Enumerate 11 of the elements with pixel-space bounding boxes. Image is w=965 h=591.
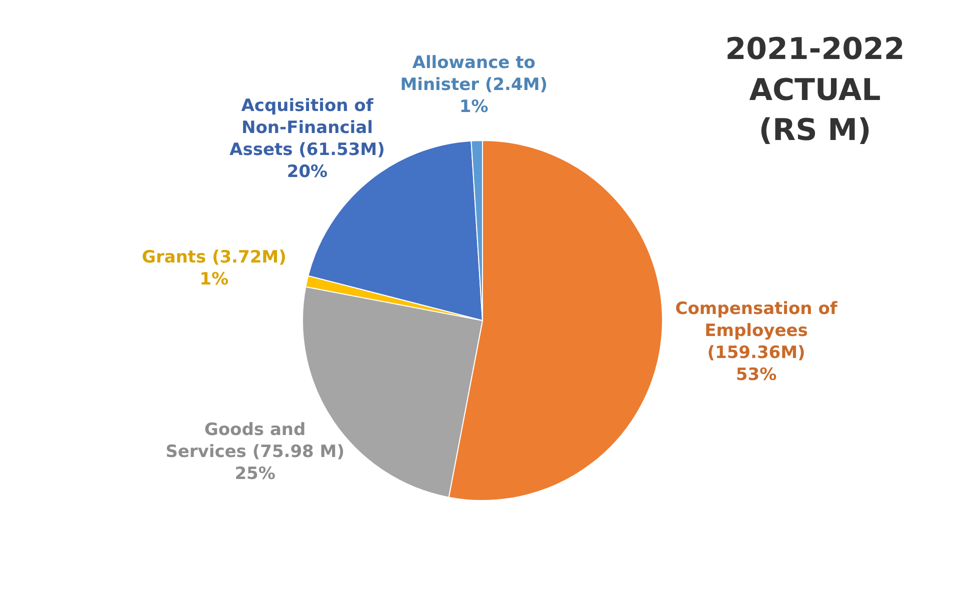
data-label: 53%	[736, 365, 777, 386]
slice-label: Compensation of Employees (159.36M)	[675, 299, 838, 364]
text: 2021-2022 ACTUAL (RS M)	[724, 31, 906, 150]
slice-label: Goods and Services (75.98 M)	[166, 420, 344, 462]
slice-label: Acquisition of Non-Financial Assets (61.53M)	[230, 96, 385, 160]
data-label: 1%	[200, 270, 229, 290]
data-label: 1%	[459, 97, 488, 118]
slice-label: Allowance to Minister (2.4M)	[400, 53, 548, 96]
data-label: 20%	[286, 162, 328, 182]
data-label: 25%	[234, 464, 276, 484]
slice-label: Grants (3.72M)	[142, 248, 286, 268]
